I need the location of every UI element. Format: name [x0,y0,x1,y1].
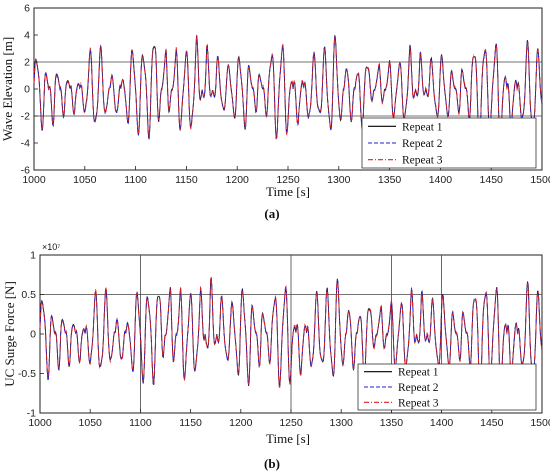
x-tick-label: 1000 [22,174,46,186]
series-group-a [33,34,543,150]
x-tick-label: 1500 [530,417,550,429]
y-axis-label-a: Wave Elevation [m] [0,37,15,141]
x-tick-label: 1100 [129,417,152,429]
series-line-3 [39,276,543,397]
y-tick-label: -0.5 [18,368,36,380]
legend-label-2: Repeat 2 [398,382,439,394]
legend-label-3: Repeat 3 [398,397,439,409]
x-tick-label: 1150 [179,417,202,429]
y-tick-label: 2 [24,57,30,69]
x-tick-label: 1050 [73,174,97,186]
legend-label-2: Repeat 2 [402,138,443,150]
x-tick-label: 1200 [229,417,253,429]
panel-a-chart: 1000 1050 1100 1150 1200 1250 1300 1350 1400 1450… [0,3,550,222]
x-tick-label: 1400 [429,174,453,186]
y-tick-label: 1 [30,250,36,262]
x-ticks-a: 1000 1050 1100 1150 1200 1250 1300 1350 1400 1450… [22,166,550,186]
x-tick-label: 1350 [378,174,402,186]
y-axis-label-b: UC Surge Force [N] [2,281,17,387]
caption-b: (b) [264,456,280,471]
x-tick-label: 1200 [226,174,250,186]
x-tick-label: 1450 [480,417,504,429]
y-ticks-b: -1 -0.5 0 0.5 1 [18,250,44,420]
series-line-2 [39,277,543,396]
legend-label-1: Repeat 1 [398,367,439,379]
caption-a: (a) [264,206,279,221]
x-axis-label-a: Time [s] [266,184,310,199]
x-tick-label: 1000 [28,417,52,429]
series-group-b [39,276,543,397]
x-tick-label: 1150 [175,174,198,186]
legend-label-3: Repeat 3 [402,155,443,167]
y-tick-label: 0 [30,329,36,341]
x-axis-label-b: Time [s] [266,431,310,446]
legend-a: Repeat 1 Repeat 2 Repeat 3 [361,117,537,169]
y-tick-label: 4 [24,30,30,42]
y-tick-label: -1 [27,408,36,420]
x-ticks-b: 1000 1050 1100 1150 1200 1250 1300 1350 1400 1450… [28,409,550,429]
x-tick-label: 1050 [79,417,103,429]
y-exponent-b: ×10⁷ [42,242,61,252]
x-tick-label: 1300 [330,417,354,429]
y-tick-label: -2 [21,111,30,123]
x-tick-label: 1350 [380,417,404,429]
y-ticks-a: -6 -4 -2 0 2 4 6 [21,3,38,177]
x-tick-label: 1400 [430,417,454,429]
x-tick-label: 1250 [276,174,300,186]
x-tick-label: 1100 [124,174,147,186]
panel-b-chart: 1000 1050 1100 1150 1200 1250 1300 1350 1400 1450… [2,242,550,471]
y-tick-label: 6 [24,3,30,15]
y-tick-label: 0.5 [21,289,36,301]
y-tick-label: -4 [21,138,30,150]
y-tick-label: 0 [24,84,30,96]
legend-label-1: Repeat 1 [402,121,443,133]
x-tick-label: 1250 [279,417,303,429]
x-tick-label: 1500 [530,174,550,186]
legend-b: Repeat 1 Repeat 2 Repeat 3 [357,363,537,411]
y-tick-label: -6 [21,165,30,177]
series-line-3 [33,34,543,150]
x-tick-label: 1450 [480,174,504,186]
x-tick-label: 1300 [327,174,351,186]
